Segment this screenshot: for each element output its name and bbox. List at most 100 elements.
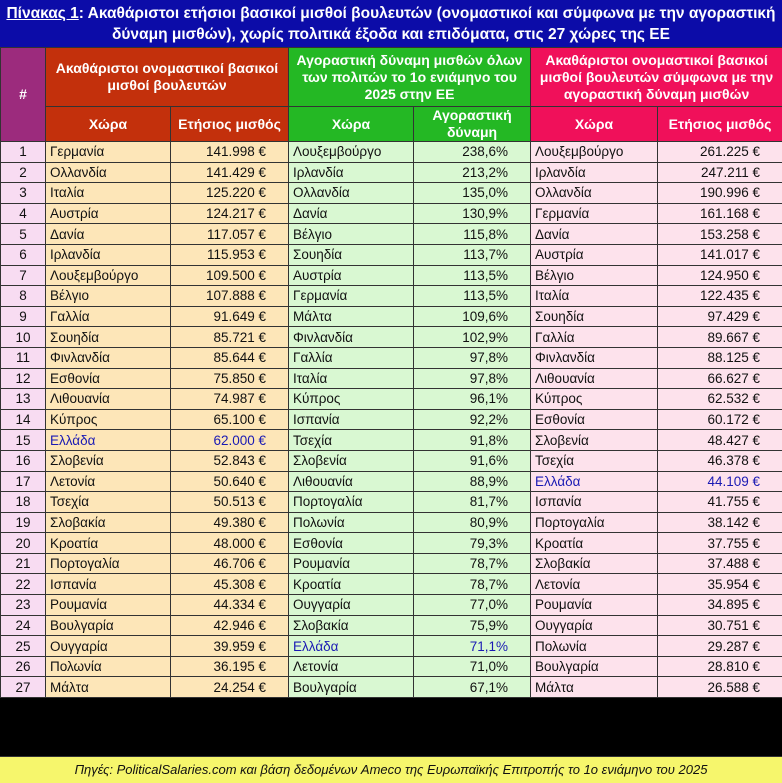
country-adjusted-cell: Ιταλία	[531, 286, 658, 307]
country-power-cell: Ελλάδα	[289, 636, 414, 657]
country-adjusted-cell: Αυστρία	[531, 244, 658, 265]
country-power-cell: Δανία	[289, 203, 414, 224]
purchasing-power-cell: 91,8%	[414, 430, 531, 451]
country-adjusted-cell: Κύπρος	[531, 389, 658, 410]
rank-cell: 26	[1, 656, 46, 677]
salary-adjusted-cell: 89.667 €	[658, 327, 782, 348]
header-power: Αγοραστική δύναμη	[414, 107, 531, 142]
country-adjusted-cell: Ολλανδία	[531, 183, 658, 204]
country-power-cell: Μάλτα	[289, 306, 414, 327]
salary-nominal-cell: 141.429 €	[171, 162, 289, 183]
purchasing-power-cell: 80,9%	[414, 512, 531, 533]
header-nominal-salaries: Ακαθάριστοι ονομαστικοί βασικοί μισθοί β…	[46, 48, 289, 107]
country-power-cell: Ιταλία	[289, 368, 414, 389]
country-adjusted-cell: Μάλτα	[531, 677, 658, 698]
table-title-text: : Ακαθάριστοι ετήσιοι βασικοί μισθοί βου…	[79, 5, 776, 43]
purchasing-power-cell: 130,9%	[414, 203, 531, 224]
rank-cell: 24	[1, 615, 46, 636]
salary-nominal-cell: 117.057 €	[171, 224, 289, 245]
country-power-cell: Τσεχία	[289, 430, 414, 451]
country-power-cell: Ισπανία	[289, 409, 414, 430]
country-adjusted-cell: Ουγγαρία	[531, 615, 658, 636]
salary-adjusted-cell: 161.168 €	[658, 203, 782, 224]
country-power-cell: Πολωνία	[289, 512, 414, 533]
rank-cell: 4	[1, 203, 46, 224]
salary-nominal-cell: 85.644 €	[171, 347, 289, 368]
country-nominal-cell: Λετονία	[46, 471, 171, 492]
country-adjusted-cell: Κροατία	[531, 533, 658, 554]
country-power-cell: Ουγγαρία	[289, 595, 414, 616]
salary-nominal-cell: 115.953 €	[171, 244, 289, 265]
country-adjusted-cell: Φινλανδία	[531, 347, 658, 368]
country-power-cell: Ρουμανία	[289, 553, 414, 574]
country-nominal-cell: Γερμανία	[46, 142, 171, 163]
salary-adjusted-cell: 35.954 €	[658, 574, 782, 595]
country-nominal-cell: Φινλανδία	[46, 347, 171, 368]
country-nominal-cell: Κροατία	[46, 533, 171, 554]
purchasing-power-cell: 97,8%	[414, 368, 531, 389]
header-rank: #	[1, 48, 46, 142]
country-power-cell: Βέλγιο	[289, 224, 414, 245]
salary-nominal-cell: 125.220 €	[171, 183, 289, 204]
salary-adjusted-cell: 37.488 €	[658, 553, 782, 574]
country-adjusted-cell: Λετονία	[531, 574, 658, 595]
salary-nominal-cell: 46.706 €	[171, 553, 289, 574]
country-power-cell: Αυστρία	[289, 265, 414, 286]
country-nominal-cell: Ρουμανία	[46, 595, 171, 616]
country-nominal-cell: Δανία	[46, 224, 171, 245]
purchasing-power-cell: 78,7%	[414, 553, 531, 574]
salary-nominal-cell: 141.998 €	[171, 142, 289, 163]
country-adjusted-cell: Ρουμανία	[531, 595, 658, 616]
country-nominal-cell: Βουλγαρία	[46, 615, 171, 636]
rank-cell: 8	[1, 286, 46, 307]
country-adjusted-cell: Βουλγαρία	[531, 656, 658, 677]
salary-nominal-cell: 62.000 €	[171, 430, 289, 451]
rank-cell: 13	[1, 389, 46, 410]
salary-adjusted-cell: 29.287 €	[658, 636, 782, 657]
salary-nominal-cell: 50.640 €	[171, 471, 289, 492]
country-power-cell: Ιρλανδία	[289, 162, 414, 183]
purchasing-power-cell: 113,7%	[414, 244, 531, 265]
salary-table: # Ακαθάριστοι ονομαστικοί βασικοί μισθοί…	[0, 47, 782, 698]
salary-nominal-cell: 44.334 €	[171, 595, 289, 616]
rank-cell: 5	[1, 224, 46, 245]
salary-adjusted-cell: 60.172 €	[658, 409, 782, 430]
header-country-3: Χώρα	[531, 107, 658, 142]
country-power-cell: Κύπρος	[289, 389, 414, 410]
rank-cell: 18	[1, 492, 46, 513]
salary-nominal-cell: 107.888 €	[171, 286, 289, 307]
country-power-cell: Γαλλία	[289, 347, 414, 368]
country-nominal-cell: Λιθουανία	[46, 389, 171, 410]
salary-adjusted-cell: 66.627 €	[658, 368, 782, 389]
salary-adjusted-cell: 124.950 €	[658, 265, 782, 286]
header-salary-1: Ετήσιος μισθός	[171, 107, 289, 142]
rank-cell: 6	[1, 244, 46, 265]
salary-adjusted-cell: 44.109 €	[658, 471, 782, 492]
salary-nominal-cell: 42.946 €	[171, 615, 289, 636]
country-power-cell: Λετονία	[289, 656, 414, 677]
salary-adjusted-cell: 34.895 €	[658, 595, 782, 616]
country-adjusted-cell: Τσεχία	[531, 450, 658, 471]
country-nominal-cell: Ιρλανδία	[46, 244, 171, 265]
salary-adjusted-cell: 48.427 €	[658, 430, 782, 451]
country-power-cell: Βουλγαρία	[289, 677, 414, 698]
salary-nominal-cell: 65.100 €	[171, 409, 289, 430]
country-nominal-cell: Εσθονία	[46, 368, 171, 389]
purchasing-power-cell: 96,1%	[414, 389, 531, 410]
purchasing-power-cell: 75,9%	[414, 615, 531, 636]
country-nominal-cell: Ισπανία	[46, 574, 171, 595]
